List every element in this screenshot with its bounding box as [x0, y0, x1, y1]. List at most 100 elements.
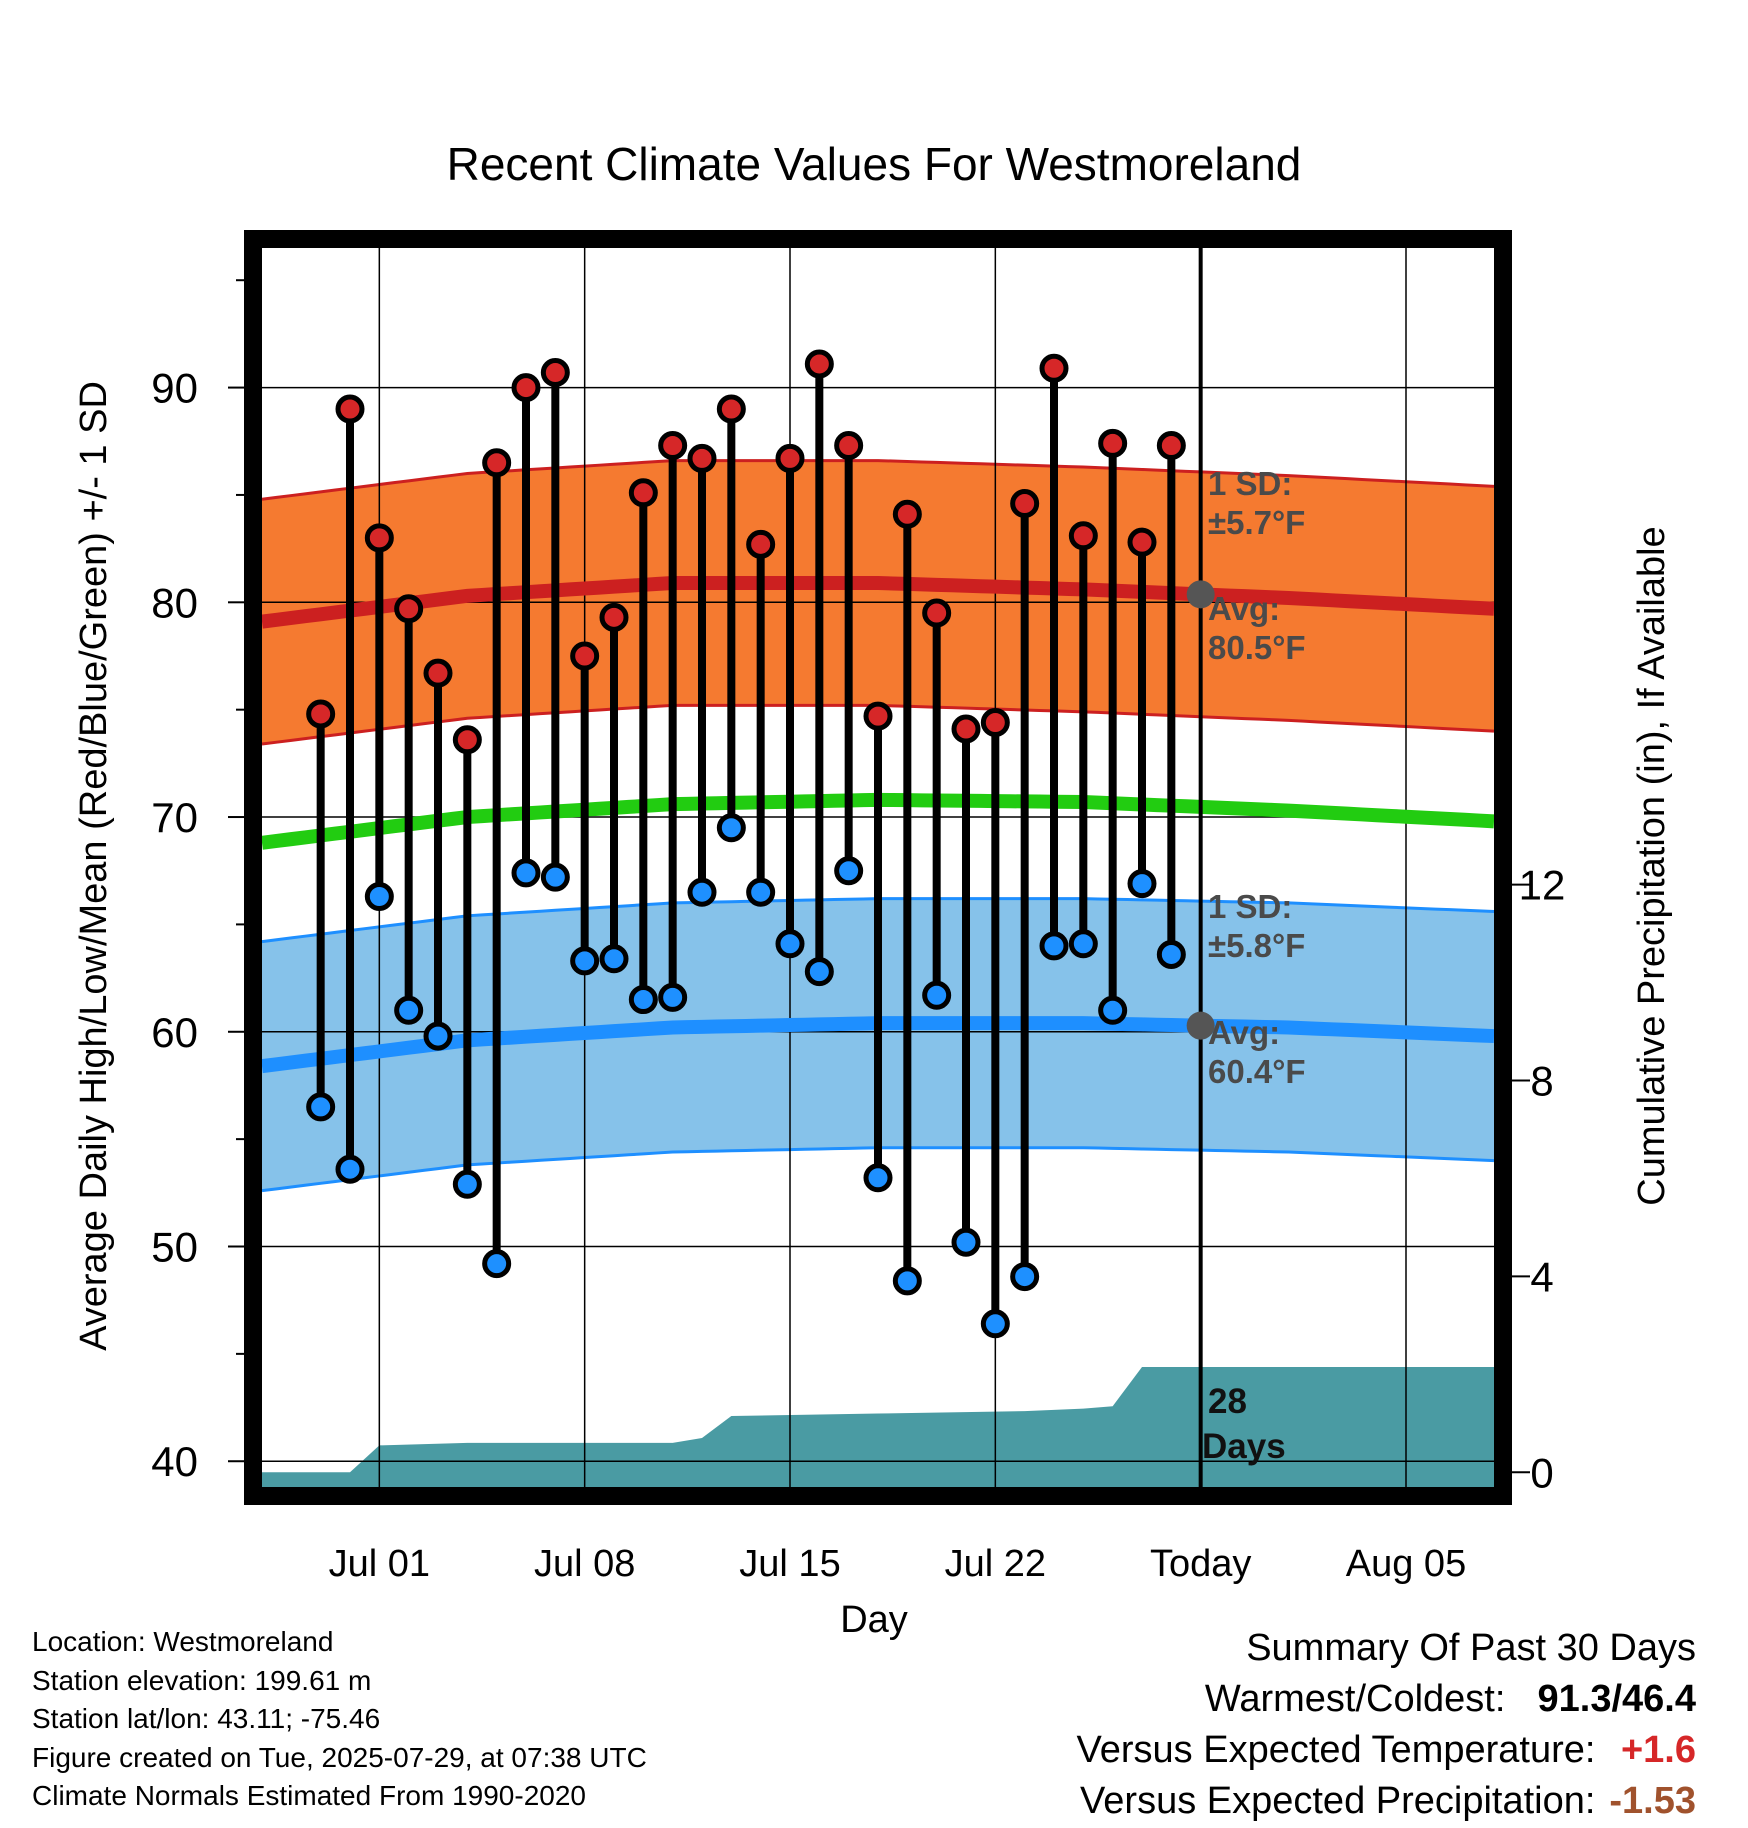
summary-title: Summary Of Past 30 Days	[1246, 1627, 1696, 1669]
low-point	[1068, 929, 1098, 959]
y2-axis-label: Cumulative Precipitation (in), If Availa…	[1631, 526, 1673, 1205]
low-point	[394, 995, 424, 1025]
low-point	[570, 946, 600, 976]
y-tick-label: 70	[151, 794, 198, 841]
high-point	[804, 349, 834, 379]
station-info: Location: Westmoreland Station elevation…	[32, 1623, 647, 1816]
high-point	[394, 594, 424, 624]
high-sd-value: ±5.7°F	[1208, 504, 1305, 541]
high-point	[775, 443, 805, 473]
summary-precip: Versus Expected Precipitation: -1.53	[1077, 1776, 1696, 1827]
y-axis-label: Average Daily High/Low/Mean (Red/Blue/Gr…	[73, 381, 115, 1351]
y-tick-label: 60	[151, 1009, 198, 1056]
y2-tick-label: 12	[1519, 862, 1566, 909]
low-sd-label: 1 SD:	[1208, 888, 1292, 925]
low-point	[834, 856, 864, 886]
low-point	[980, 1309, 1010, 1339]
y2-tick-label: 0	[1530, 1449, 1553, 1496]
summary-warmest-coldest: Warmest/Coldest: 91.3/46.4	[1077, 1674, 1696, 1725]
high-point	[1010, 489, 1040, 519]
precip-days-number: 28	[1208, 1382, 1247, 1421]
low-point	[599, 944, 629, 974]
high-point	[540, 358, 570, 388]
low-point	[628, 985, 658, 1015]
low-point	[892, 1266, 922, 1296]
temp-vs-expected-label: Versus Expected Temperature:	[1076, 1729, 1596, 1771]
normal-high-line	[261, 575, 1495, 629]
y-tick-label: 80	[151, 579, 198, 626]
high-point	[1156, 431, 1186, 461]
low-point	[775, 929, 805, 959]
low-sd-value: ±5.8°F	[1208, 927, 1305, 964]
x-axis-label: Day	[840, 1599, 908, 1641]
y2-tick-label: 8	[1530, 1058, 1553, 1105]
high-point	[746, 529, 776, 559]
low-point	[1039, 931, 1069, 961]
high-point	[863, 701, 893, 731]
low-point	[1127, 869, 1157, 899]
low-point	[951, 1227, 981, 1257]
normal-high-band-upper-edge	[261, 459, 1495, 501]
high-point	[687, 443, 717, 473]
precip-vs-expected-label: Versus Expected Precipitation:	[1080, 1780, 1596, 1822]
today-high-avg-marker	[1186, 580, 1215, 609]
high-point	[364, 523, 394, 553]
temp-vs-expected-value: +1.6	[1620, 1729, 1696, 1771]
high-point	[570, 641, 600, 671]
low-point	[687, 877, 717, 907]
high-point	[658, 431, 688, 461]
high-avg-value: 80.5°F	[1208, 629, 1306, 666]
summary-panel: Summary Of Past 30 Days Warmest/Coldest:…	[1077, 1623, 1696, 1827]
high-point	[1127, 527, 1157, 557]
today-low-avg-marker	[1186, 1011, 1215, 1040]
high-point	[834, 431, 864, 461]
low-point	[1156, 939, 1186, 969]
created-text: Figure created on Tue, 2025-07-29, at 07…	[32, 1741, 647, 1773]
high-point	[335, 394, 365, 424]
warmest-coldest-value: 91.3/46.4	[1537, 1678, 1696, 1720]
summary-temp: Versus Expected Temperature: +1.6	[1077, 1725, 1696, 1776]
precip-vs-expected-value: -1.53	[1609, 1780, 1696, 1822]
high-point	[452, 725, 482, 755]
high-point	[892, 499, 922, 529]
precip-days-label: Days	[1202, 1427, 1286, 1466]
y-tick-label: 90	[151, 365, 198, 412]
y-tick-label: 40	[151, 1438, 198, 1485]
low-point	[1010, 1262, 1040, 1292]
high-point	[511, 373, 541, 403]
low-point	[658, 982, 688, 1012]
high-point	[306, 699, 336, 729]
low-point	[364, 881, 394, 911]
high-point	[980, 708, 1010, 738]
high-point	[1039, 353, 1069, 383]
low-point	[511, 858, 541, 888]
chart-title: Recent Climate Values For Westmoreland	[447, 138, 1302, 190]
location-text: Location: Westmoreland	[32, 1626, 334, 1657]
plot-frame	[244, 230, 1512, 1505]
high-point	[716, 394, 746, 424]
low-point	[863, 1163, 893, 1193]
x-tick-label: Jul 22	[945, 1543, 1046, 1585]
high-point	[423, 658, 453, 688]
y-tick-label: 50	[151, 1224, 198, 1271]
high-avg-label: Avg:	[1208, 590, 1280, 627]
low-avg-value: 60.4°F	[1208, 1053, 1306, 1090]
normals-text: Climate Normals Estimated From 1990-2020	[32, 1780, 586, 1811]
low-point	[922, 980, 952, 1010]
low-point	[540, 862, 570, 892]
high-point	[1098, 428, 1128, 458]
low-point	[746, 877, 776, 907]
low-point	[716, 813, 746, 843]
low-point	[423, 1021, 453, 1051]
x-tick-label: Jul 08	[534, 1543, 635, 1585]
high-point	[1068, 521, 1098, 551]
precip-area	[262, 1367, 1494, 1487]
x-tick-label: Jul 01	[329, 1543, 430, 1585]
low-avg-label: Avg:	[1208, 1014, 1280, 1051]
latlon-text: Station lat/lon: 43.11; -75.46	[32, 1703, 381, 1734]
x-tick-label: Today	[1150, 1543, 1251, 1585]
low-point	[1098, 995, 1128, 1025]
warmest-coldest-label: Warmest/Coldest:	[1204, 1678, 1506, 1720]
